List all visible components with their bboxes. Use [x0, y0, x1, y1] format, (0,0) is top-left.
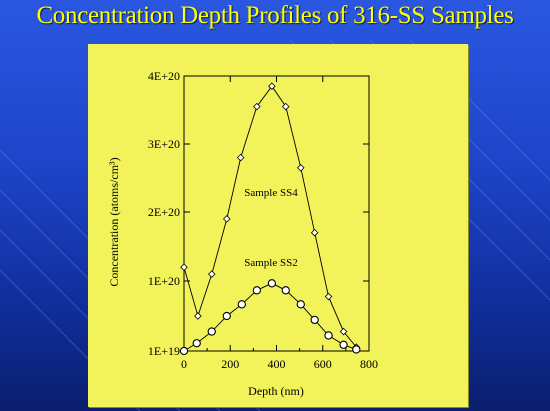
- data-point-diamond: [223, 215, 231, 223]
- series-line-1: [183, 85, 357, 348]
- x-tick-label: 600: [314, 357, 332, 371]
- y-tick-label: 1E+20: [148, 274, 180, 288]
- data-point-diamond: [253, 102, 261, 111]
- y-tick-label: 2E+20: [148, 205, 180, 219]
- data-point-circle: [296, 300, 305, 309]
- series-line-2: [183, 282, 357, 352]
- x-tick-label: 0: [181, 357, 187, 371]
- slide-title: Concentration Depth Profiles of 316-SS S…: [36, 2, 514, 29]
- data-point-circle: [207, 327, 216, 336]
- y-axis-label: Concentration (atoms/cm³): [107, 157, 121, 286]
- y-tick-label: 1E+19: [148, 344, 180, 358]
- data-point-diamond: [268, 82, 276, 90]
- data-point-circle: [192, 339, 201, 348]
- series-markers: [179, 82, 361, 356]
- data-point-diamond: [194, 312, 202, 320]
- data-point-diamond: [297, 164, 305, 172]
- data-point-circle: [339, 340, 348, 349]
- x-tick-label: 200: [221, 357, 239, 371]
- data-point-diamond: [339, 327, 348, 336]
- data-point-circle: [252, 286, 261, 295]
- depth-profile-chart: 0 200 400 600 800 1E+19 1E+20 2E+20 3E+20 4E+20 D…: [107, 69, 378, 398]
- data-point-diamond: [236, 153, 245, 162]
- data-point-circle: [179, 346, 189, 356]
- x-tick-label: 400: [268, 357, 286, 371]
- data-point-diamond: [207, 270, 216, 278]
- data-point-diamond: [180, 263, 188, 271]
- plot-frame: [183, 75, 370, 352]
- data-point-diamond: [324, 292, 333, 301]
- data-point-circle: [237, 300, 246, 309]
- x-axis-label: Depth (nm): [248, 384, 304, 398]
- chart-panel: 0 200 400 600 800 1E+19 1E+20 2E+20 3E+20 4E+20 D…: [88, 44, 468, 407]
- data-point-circle: [281, 286, 290, 295]
- annotation-sample-ss2: Sample SS2: [244, 257, 297, 269]
- y-tick-label: 3E+20: [148, 137, 180, 151]
- annotation-sample-ss4: Sample SS4: [244, 187, 298, 199]
- chart-axes: 0 200 400 600 800 1E+19 1E+20 2E+20 3E+20 4E+20: [148, 69, 378, 371]
- data-point-diamond: [310, 228, 319, 237]
- data-point-circle: [267, 279, 277, 288]
- series-lines: [183, 85, 357, 352]
- data-point-diamond: [281, 102, 290, 111]
- data-point-circle: [352, 345, 361, 354]
- y-tick-label: 4E+20: [148, 69, 180, 83]
- x-tick-label: 800: [360, 357, 378, 371]
- data-point-circle: [324, 331, 333, 340]
- data-point-circle: [222, 311, 231, 321]
- data-point-circle: [310, 315, 319, 325]
